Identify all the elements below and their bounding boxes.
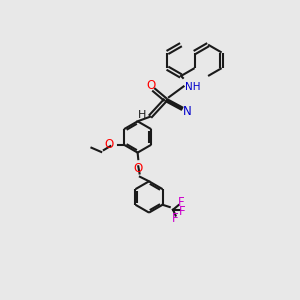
Text: F: F bbox=[172, 212, 179, 225]
Text: F: F bbox=[178, 196, 184, 209]
Text: NH: NH bbox=[184, 82, 200, 92]
Text: O: O bbox=[105, 138, 114, 151]
Text: O: O bbox=[134, 162, 143, 176]
Text: O: O bbox=[146, 79, 155, 92]
Text: H: H bbox=[138, 110, 146, 120]
Text: N: N bbox=[183, 105, 191, 118]
Text: F: F bbox=[179, 205, 185, 218]
